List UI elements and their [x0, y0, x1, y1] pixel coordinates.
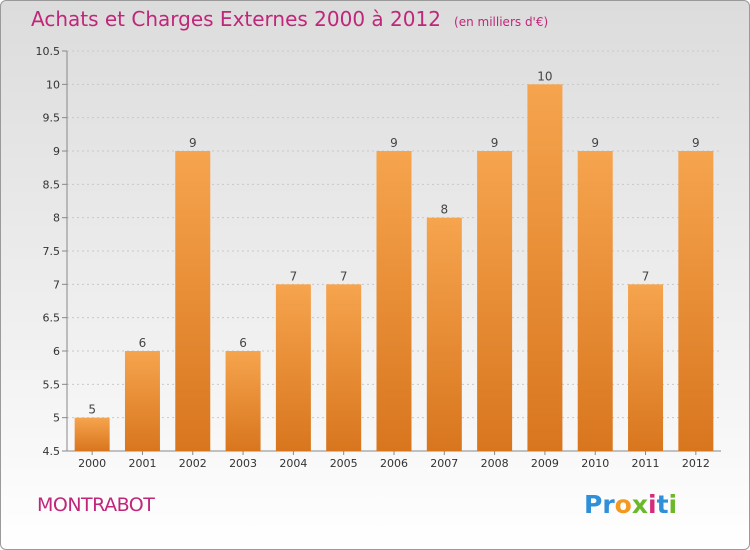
chart-title-main: Achats et Charges Externes 2000 à 2012 [31, 7, 441, 31]
y-tick-label: 9 [53, 145, 60, 158]
logo-letter: i [668, 490, 678, 519]
bar-value-label: 6 [139, 336, 147, 350]
bar-value-label: 9 [390, 136, 398, 150]
x-tick-label: 2008 [481, 457, 509, 470]
y-tick-label: 8.5 [43, 178, 61, 191]
bar-value-label: 9 [189, 136, 197, 150]
y-tick-label: 5 [53, 412, 60, 425]
bar [275, 284, 311, 451]
bar [577, 151, 613, 451]
bar-value-label: 7 [290, 269, 298, 283]
bar-value-label: 7 [340, 269, 348, 283]
y-tick-label: 9.5 [43, 112, 61, 125]
y-tick-label: 6.5 [43, 312, 61, 325]
proxiti-logo: Proxiti [584, 490, 677, 519]
bar-value-label: 5 [88, 403, 96, 417]
x-tick-label: 2000 [78, 457, 106, 470]
x-tick-label: 2005 [330, 457, 358, 470]
y-tick-label: 6 [53, 345, 60, 358]
bar-value-label: 9 [591, 136, 599, 150]
bar-value-label: 7 [642, 269, 650, 283]
x-tick-label: 2002 [179, 457, 207, 470]
bar [225, 351, 261, 451]
y-tick-label: 10 [46, 78, 60, 91]
bar [326, 284, 362, 451]
logo-letter: o [614, 490, 632, 519]
bar [175, 151, 211, 451]
y-tick-label: 10.5 [36, 45, 61, 58]
bar [426, 217, 462, 451]
bar [678, 151, 714, 451]
logo-letter: x [631, 490, 648, 519]
logo-letter: t [656, 490, 669, 519]
bar-value-label: 10 [537, 69, 552, 83]
x-tick-label: 2011 [632, 457, 660, 470]
y-tick-label: 8 [53, 212, 60, 225]
y-tick-label: 4.5 [43, 445, 61, 458]
y-axis-ticks: 4.5 5 5.5 6 6.5 7 7.5 8 8.5 9 9.5 10 10.5 [36, 45, 61, 458]
bar [376, 151, 412, 451]
bar-value-label: 9 [491, 136, 499, 150]
x-tick-label: 2007 [430, 457, 458, 470]
data-labels: 5 6 9 6 7 7 9 8 9 10 9 7 9 [88, 69, 699, 416]
chart-title-unit: (en milliers d'€) [454, 15, 549, 29]
bar-value-label: 9 [692, 136, 700, 150]
y-tick-label: 7.5 [43, 245, 61, 258]
y-tick-label: 5.5 [43, 378, 61, 391]
bar-value-label: 8 [440, 203, 448, 217]
town-name: MONTRABOT [37, 494, 155, 516]
x-tick-label: 2010 [581, 457, 609, 470]
bar [477, 151, 513, 451]
y-tick-label: 7 [53, 278, 60, 291]
bar [628, 284, 664, 451]
bars [74, 84, 714, 451]
x-axis-ticks: 2000 2001 2002 2003 2004 2005 2006 2007 2008 2009… [78, 451, 710, 470]
x-tick-label: 2001 [128, 457, 156, 470]
chart-title: Achats et Charges Externes 2000 à 2012 (… [31, 7, 548, 31]
bar [124, 351, 160, 451]
logo-letter: i [648, 490, 657, 519]
bar-value-label: 6 [239, 336, 247, 350]
bar [74, 417, 110, 451]
bar [527, 84, 563, 451]
logo-letter: P [584, 490, 603, 519]
x-tick-label: 2006 [380, 457, 408, 470]
x-tick-label: 2003 [229, 457, 257, 470]
x-tick-label: 2004 [279, 457, 307, 470]
x-tick-label: 2009 [531, 457, 559, 470]
logo-letter: r [602, 490, 615, 519]
x-tick-label: 2012 [682, 457, 710, 470]
